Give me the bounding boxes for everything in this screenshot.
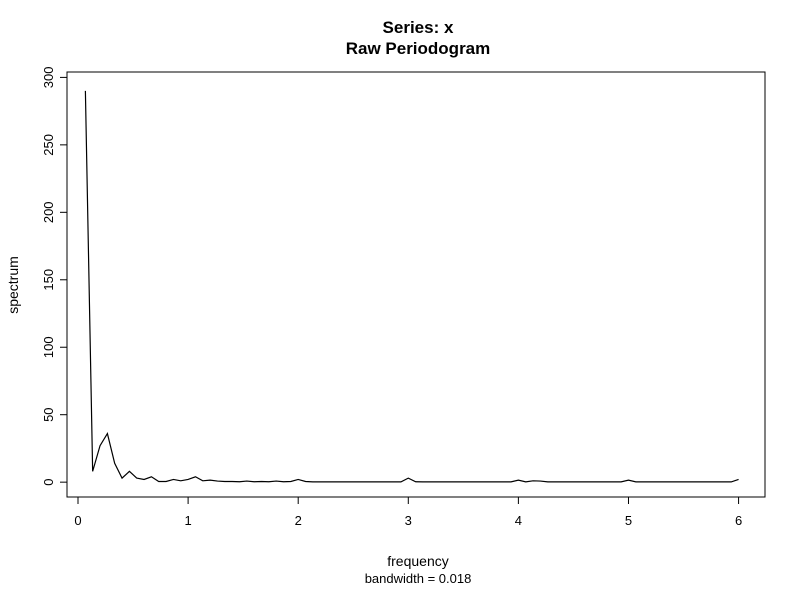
chart-title: Series: x (383, 18, 454, 37)
y-tick-label: 300 (41, 67, 56, 89)
x-tick-label: 5 (625, 513, 632, 528)
y-tick-label: 50 (41, 407, 56, 421)
spectrum-line (84, 90, 739, 483)
y-axis: 0 50 100 150 200 250 300 (41, 67, 68, 486)
x-axis-label: frequency (387, 553, 448, 569)
chart-subtitle: Raw Periodogram (346, 39, 491, 58)
bandwidth-label: bandwidth = 0.018 (365, 571, 472, 586)
x-tick-label: 1 (184, 513, 191, 528)
y-tick-label: 150 (41, 269, 56, 291)
x-tick-label: 4 (515, 513, 522, 528)
x-tick-label: 0 (74, 513, 81, 528)
x-tick-label: 3 (405, 513, 412, 528)
y-tick-label: 200 (41, 201, 56, 223)
plot-frame (66, 71, 766, 498)
x-axis: 0 1 2 3 4 5 6 (74, 496, 742, 528)
y-tick-label: 0 (41, 479, 56, 486)
x-tick-label: 6 (735, 513, 742, 528)
x-tick-label: 2 (295, 513, 302, 528)
y-axis-label: spectrum (5, 256, 21, 314)
y-tick-label: 250 (41, 134, 56, 156)
y-tick-label: 100 (41, 336, 56, 358)
